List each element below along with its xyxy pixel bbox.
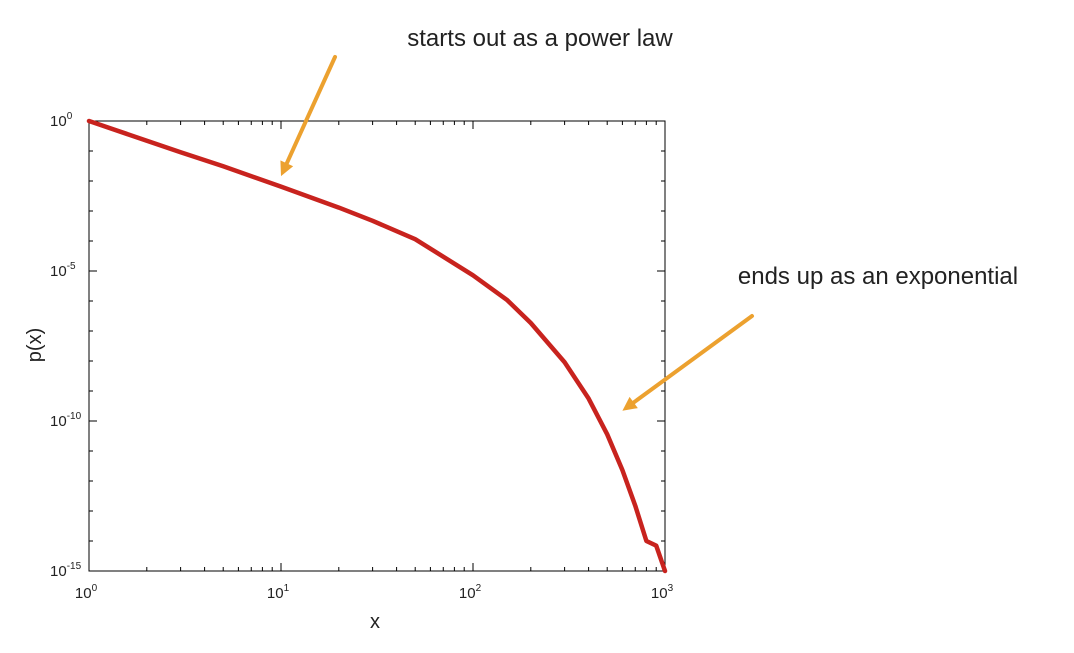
- annotation-arrow-shaft: [631, 314, 754, 405]
- series-line: [86, 118, 668, 574]
- x-tick-label: 103: [651, 583, 674, 602]
- plot-frame: [88, 120, 666, 572]
- x-axis-title: x: [370, 611, 380, 633]
- y-tick-label: 100: [50, 111, 73, 130]
- y-tick-label: 10-10: [50, 411, 82, 430]
- annotation-arrow-head: [622, 396, 638, 411]
- x-tick-label: 101: [267, 583, 290, 602]
- tick-marks: [88, 120, 666, 572]
- y-tick-label: 10-15: [50, 561, 82, 580]
- y-tick-label: 10-5: [50, 261, 76, 280]
- annotation-arrow-shaft: [284, 55, 337, 166]
- x-tick-label: 102: [459, 583, 482, 602]
- y-axis-title: p(x): [24, 328, 46, 362]
- x-tick-label: 100: [75, 583, 98, 602]
- annotation-right-label: ends up as an exponential: [738, 263, 1018, 290]
- annotation-top-label: starts out as a power law: [407, 25, 673, 52]
- annotation-arrow-head: [280, 160, 294, 177]
